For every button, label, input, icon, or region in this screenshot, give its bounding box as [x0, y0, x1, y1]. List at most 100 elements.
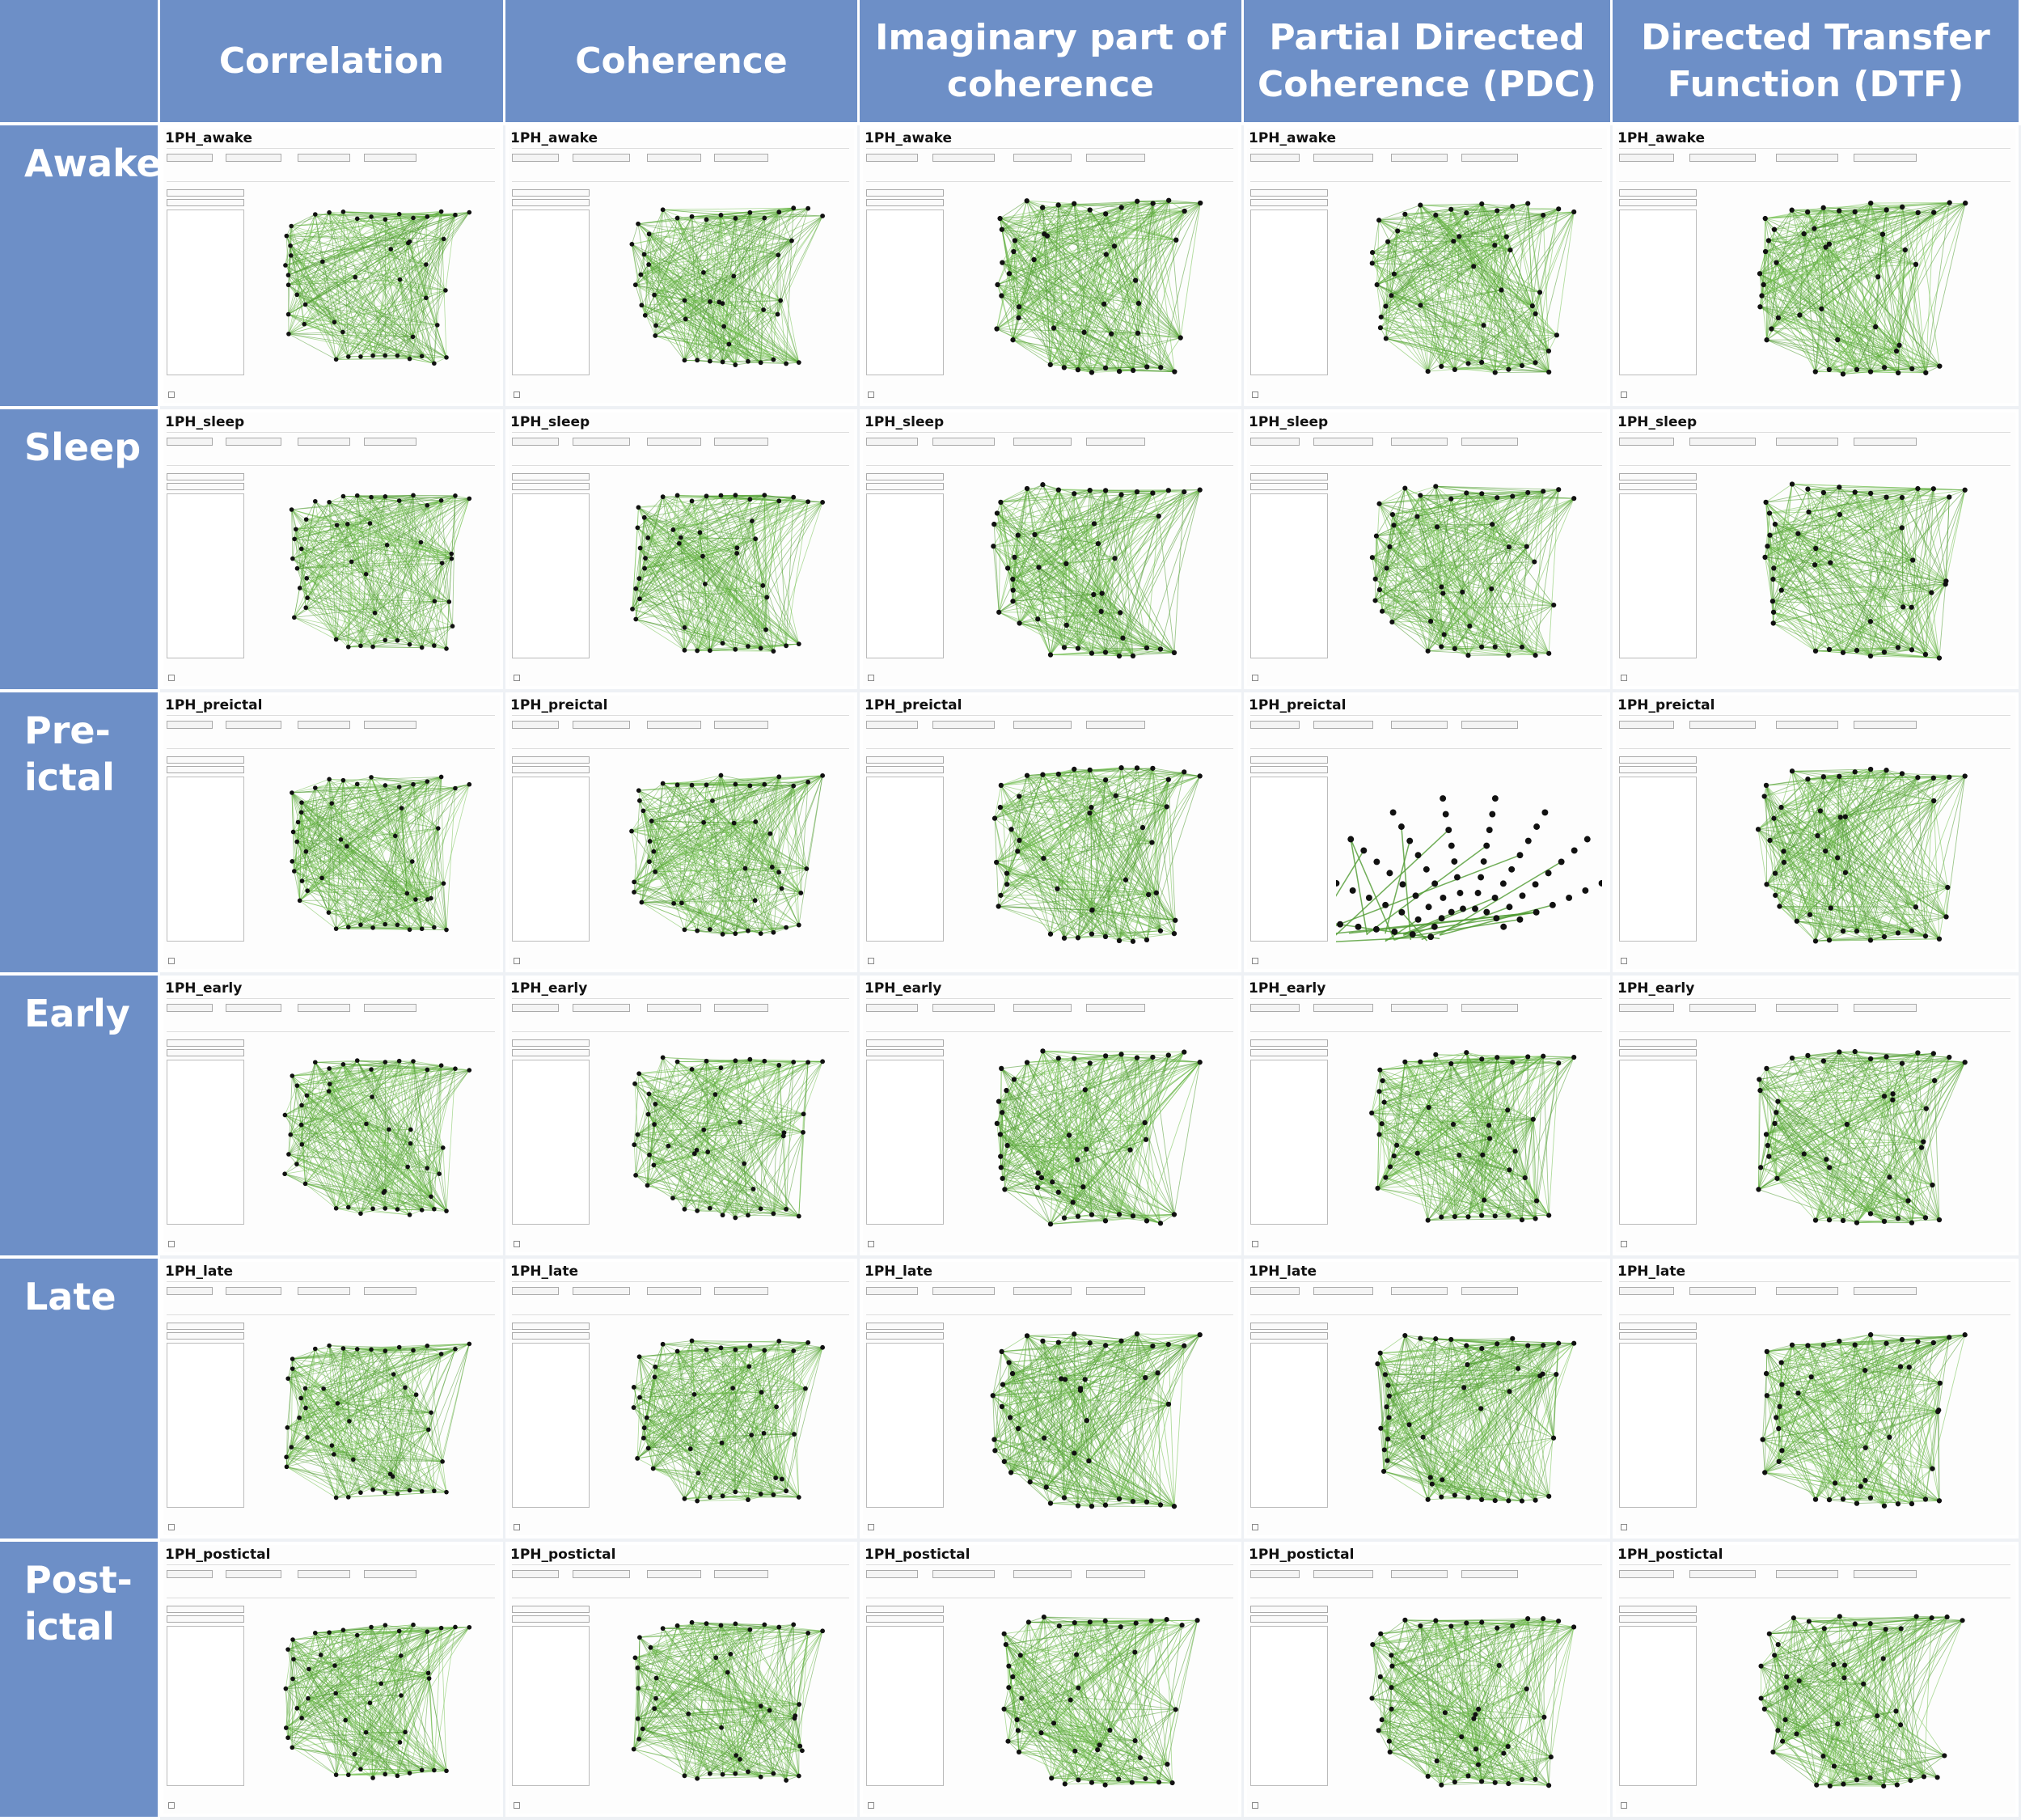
condition-field[interactable] — [932, 154, 995, 162]
index-run-select[interactable] — [1619, 766, 1697, 773]
index-select[interactable] — [1619, 1606, 1697, 1613]
index-select[interactable] — [512, 189, 590, 197]
time-field[interactable] — [1391, 1287, 1448, 1295]
index-run-select[interactable] — [866, 483, 944, 490]
control-condition[interactable] — [932, 1567, 995, 1598]
control-subject[interactable] — [1619, 150, 1674, 181]
time-field[interactable] — [298, 721, 351, 729]
subject-field[interactable] — [1619, 1570, 1674, 1578]
frequency-field[interactable] — [1854, 1570, 1917, 1578]
control-condition[interactable] — [226, 434, 282, 465]
index-run-select[interactable] — [1250, 199, 1328, 206]
control-time[interactable] — [1775, 434, 1839, 465]
show-channel-label-checkbox[interactable] — [514, 1241, 522, 1248]
index-select[interactable] — [866, 1323, 944, 1330]
condition-field[interactable] — [1313, 1287, 1374, 1295]
show-channel-label-checkbox[interactable] — [1621, 1524, 1630, 1531]
show-channel-label-checkbox[interactable] — [868, 1802, 877, 1809]
index-run-select[interactable] — [167, 1332, 244, 1340]
index-select[interactable] — [1619, 189, 1697, 197]
show-channel-label-checkbox[interactable] — [1621, 958, 1630, 965]
condition-field[interactable] — [1313, 721, 1374, 729]
control-time[interactable] — [1013, 1284, 1072, 1314]
control-condition[interactable] — [1313, 717, 1374, 748]
time-field[interactable] — [646, 154, 701, 162]
control-frequency[interactable] — [1086, 717, 1146, 748]
control-condition[interactable] — [226, 717, 282, 748]
control-condition[interactable] — [1313, 150, 1374, 181]
index-run-select[interactable] — [866, 199, 944, 206]
subject-field[interactable] — [1250, 1287, 1300, 1295]
control-time[interactable] — [646, 150, 701, 181]
condition-field[interactable] — [573, 721, 630, 729]
show-channel-label-checkbox[interactable] — [168, 1802, 177, 1809]
condition-field[interactable] — [226, 1004, 282, 1012]
control-condition[interactable] — [1689, 717, 1757, 748]
frequency-field[interactable] — [1461, 438, 1518, 446]
index-select[interactable] — [1619, 1039, 1697, 1047]
index-select[interactable] — [167, 189, 244, 197]
condition-field[interactable] — [1689, 1570, 1757, 1578]
show-channel-label-checkbox[interactable] — [1621, 1241, 1630, 1248]
control-time[interactable] — [1391, 717, 1448, 748]
control-frequency[interactable] — [363, 1001, 416, 1031]
control-time[interactable] — [1391, 1567, 1448, 1598]
control-subject[interactable] — [167, 717, 213, 748]
show-channel-label-checkbox[interactable] — [168, 1524, 177, 1531]
index-run-select[interactable] — [167, 1049, 244, 1056]
control-condition[interactable] — [573, 717, 630, 748]
condition-field[interactable] — [226, 154, 282, 162]
time-field[interactable] — [1775, 438, 1839, 446]
condition-field[interactable] — [573, 1287, 630, 1295]
condition-field[interactable] — [1313, 1004, 1374, 1012]
frequency-field[interactable] — [363, 1570, 416, 1578]
control-time[interactable] — [1013, 434, 1072, 465]
control-time[interactable] — [298, 150, 351, 181]
control-time[interactable] — [298, 434, 351, 465]
control-condition[interactable] — [573, 1284, 630, 1314]
index-run-select[interactable] — [1619, 199, 1697, 206]
index-run-select[interactable] — [512, 766, 590, 773]
control-frequency[interactable] — [1854, 1567, 1917, 1598]
condition-field[interactable] — [226, 1287, 282, 1295]
control-frequency[interactable] — [714, 1001, 768, 1031]
control-time[interactable] — [298, 717, 351, 748]
control-time[interactable] — [646, 1001, 701, 1031]
control-frequency[interactable] — [1854, 1001, 1917, 1031]
control-subject[interactable] — [1250, 1567, 1300, 1598]
frequency-field[interactable] — [1086, 1287, 1146, 1295]
time-field[interactable] — [1775, 721, 1839, 729]
subject-field[interactable] — [167, 1004, 213, 1012]
subject-field[interactable] — [167, 438, 213, 446]
condition-field[interactable] — [932, 1287, 995, 1295]
show-channel-label-checkbox[interactable] — [168, 1241, 177, 1248]
index-run-select[interactable] — [167, 1615, 244, 1623]
index-run-select[interactable] — [866, 1615, 944, 1623]
subject-field[interactable] — [512, 1287, 560, 1295]
control-time[interactable] — [646, 434, 701, 465]
control-frequency[interactable] — [1461, 1001, 1518, 1031]
index-run-select[interactable] — [512, 1615, 590, 1623]
condition-field[interactable] — [1313, 154, 1374, 162]
control-frequency[interactable] — [1854, 1284, 1917, 1314]
subject-field[interactable] — [167, 721, 213, 729]
control-time[interactable] — [298, 1001, 351, 1031]
frequency-field[interactable] — [1854, 154, 1917, 162]
time-field[interactable] — [1391, 721, 1448, 729]
condition-field[interactable] — [226, 438, 282, 446]
control-condition[interactable] — [573, 150, 630, 181]
control-subject[interactable] — [512, 1284, 560, 1314]
control-subject[interactable] — [1250, 434, 1300, 465]
control-subject[interactable] — [512, 717, 560, 748]
control-condition[interactable] — [573, 1567, 630, 1598]
control-frequency[interactable] — [363, 1284, 416, 1314]
condition-field[interactable] — [1689, 721, 1757, 729]
control-frequency[interactable] — [1461, 1567, 1518, 1598]
control-subject[interactable] — [1250, 150, 1300, 181]
control-frequency[interactable] — [714, 434, 768, 465]
frequency-field[interactable] — [1854, 438, 1917, 446]
condition-field[interactable] — [573, 1570, 630, 1578]
time-field[interactable] — [1391, 438, 1448, 446]
condition-field[interactable] — [1689, 1287, 1757, 1295]
frequency-field[interactable] — [1854, 1287, 1917, 1295]
